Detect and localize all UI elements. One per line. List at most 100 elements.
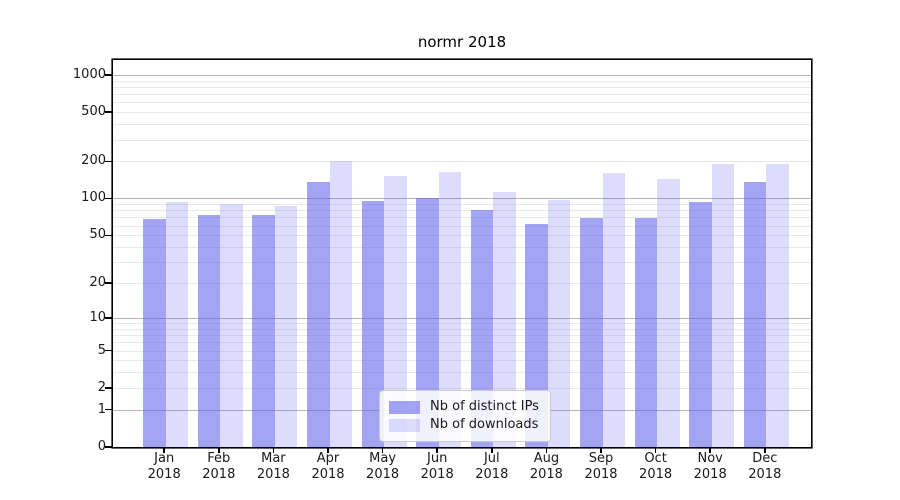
x-tick-label: Jul 2018 [462,451,522,483]
gridline-minor [113,235,811,237]
y-tick-label: 100 [81,190,106,206]
gridline-minor [113,247,811,248]
x-tick-year: 2018 [475,467,509,482]
x-tick-year: 2018 [639,467,673,482]
y-tick-label: 1000 [72,66,106,82]
bar-distinct-ips-sep [580,218,603,447]
gridline-minor [113,225,811,227]
gridline-minor [113,350,811,352]
x-tick-year: 2018 [311,467,345,482]
y-tick-label: 20 [89,275,106,291]
x-tick-mark [654,448,657,453]
x-tick-month: Dec [752,451,778,466]
x-tick-month: Feb [207,451,231,466]
x-tick-label: Sep 2018 [571,451,631,483]
y-tick-label: 200 [81,153,106,169]
gridline-minor [113,86,811,88]
y-tick-mark [105,349,112,352]
gridline-minor [113,210,811,212]
x-tick-label: Mar 2018 [243,451,303,483]
y-tick-label: 10 [89,309,106,325]
bar-downloads-feb [220,203,243,447]
x-tick-mark [327,448,329,453]
x-tick-year: 2018 [147,467,181,482]
legend-swatch-distinct-ips-icon [389,400,420,414]
gridline-minor [113,335,811,337]
x-tick-month: May [369,451,397,466]
x-tick-mark [381,448,384,453]
bar-downloads-nov [711,163,735,447]
x-tick-mark [218,448,220,453]
gridline-minor [113,102,811,104]
gridline-minor [113,139,811,141]
bar-distinct-ips-dec [743,182,767,447]
x-tick-month: Jan [154,451,175,466]
gridline-minor [113,372,811,374]
y-tick-label: 1 [97,401,106,417]
x-tick-label: May 2018 [353,451,413,483]
chart-title: normr 2018 [417,33,507,51]
y-tick-mark [105,317,112,319]
gridline-minor [113,360,811,362]
x-tick-month: Mar [261,451,286,466]
legend-swatch-downloads-icon [389,418,420,432]
legend-label-downloads: Nb of downloads [430,417,539,432]
bar-distinct-ips-jan [143,218,166,447]
bar-downloads-apr [329,161,352,447]
x-tick-mark [545,448,548,453]
bar-downloads-jan [165,202,189,447]
x-tick-label: Apr 2018 [298,451,358,483]
x-tick-mark [272,448,275,453]
bar-distinct-ips-jul [470,210,494,447]
x-tick-mark [709,448,711,453]
legend: Nb of distinct IPs Nb of downloads [379,390,551,442]
x-tick-mark [600,448,602,453]
gridline-minor [113,204,811,206]
bar-distinct-ips-apr [307,181,330,447]
x-tick-year: 2018 [202,467,236,482]
bar-downloads-mar [274,205,298,447]
bar-distinct-ips-jun [416,198,439,447]
y-tick-mark [105,74,112,76]
bar-downloads-may [384,176,407,447]
x-tick-month: Nov [697,451,723,466]
y-tick-label: 5 [97,342,106,358]
gridline-major [113,74,811,76]
x-tick-label: Nov 2018 [680,451,740,483]
x-tick-label: Feb 2018 [189,451,249,483]
x-tick-label: Oct 2018 [626,451,686,483]
gridline-minor [113,342,811,344]
gridline-minor [113,94,811,96]
bar-distinct-ips-feb [197,215,221,447]
y-tick-mark [105,197,112,200]
x-tick-mark [436,448,438,453]
x-tick-mark [491,448,493,453]
x-tick-mark [764,448,766,453]
legend-row-distinct-ips: Nb of distinct IPs [389,399,539,415]
x-tick-month: Jul [483,451,500,466]
gridline-minor [113,323,811,324]
gridline-minor [113,112,811,114]
x-tick-year: 2018 [366,467,400,482]
y-tick-label: 500 [81,104,106,120]
gridline-minor [113,124,811,126]
x-tick-label: Aug 2018 [516,451,576,483]
x-tick-month: Oct [644,451,667,466]
bar-downloads-dec [766,163,789,447]
gridline-minor [113,161,811,163]
bar-distinct-ips-nov [689,202,712,447]
x-tick-label: Jun 2018 [407,451,467,483]
x-tick-year: 2018 [693,467,727,482]
gridline-minor [113,283,811,285]
bar-downloads-jun [438,171,462,447]
y-tick-mark [105,234,112,236]
x-tick-label: Dec 2018 [735,451,795,483]
y-tick-label: 50 [89,227,106,243]
x-tick-year: 2018 [748,467,782,482]
y-tick-label: 0 [97,439,106,454]
y-tick-label: 2 [97,379,106,395]
gridline-minor [113,387,811,389]
x-tick-month: Aug [533,451,560,466]
x-tick-month: Jun [427,451,448,466]
